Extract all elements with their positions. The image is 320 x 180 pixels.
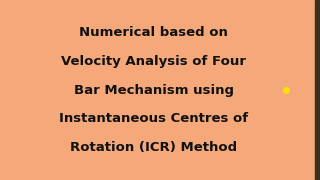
Text: Bar Mechanism using: Bar Mechanism using <box>74 84 234 96</box>
Text: Instantaneous Centres of: Instantaneous Centres of <box>59 112 248 125</box>
Bar <box>315 0 320 180</box>
Text: Numerical based on: Numerical based on <box>79 26 228 39</box>
Text: Velocity Analysis of Four: Velocity Analysis of Four <box>61 55 246 68</box>
Text: Rotation (ICR) Method: Rotation (ICR) Method <box>70 141 237 154</box>
